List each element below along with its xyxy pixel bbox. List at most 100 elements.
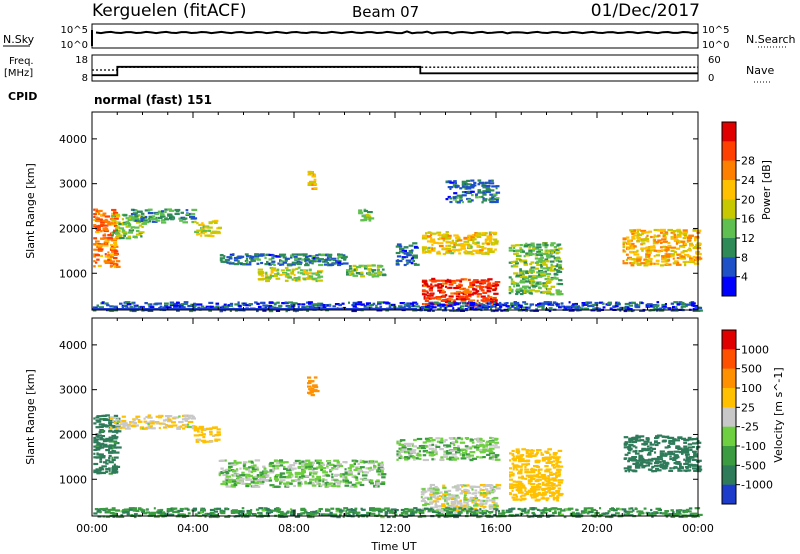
scatter-cell: [636, 256, 643, 259]
scatter-cell: [297, 257, 302, 260]
scatter-cell: [447, 180, 452, 183]
scatter-cell: [430, 285, 435, 288]
scatter-cell: [488, 499, 494, 502]
scatter-cell: [629, 262, 633, 265]
scatter-cell: [444, 285, 448, 288]
scatter-cell: [422, 251, 427, 254]
scatter-cell: [262, 465, 266, 468]
scatter-cell: [542, 244, 546, 247]
scatter-cell: [659, 465, 663, 468]
scatter-cell: [670, 231, 674, 234]
scatter-cell: [430, 287, 434, 290]
scatter-cell: [540, 494, 543, 497]
scatter-cell: [511, 496, 516, 499]
scatter-cell: [512, 468, 515, 471]
scatter-cell: [529, 452, 534, 455]
scatter-cell: [135, 415, 141, 418]
scatter-cell: [220, 510, 224, 513]
scatter-cell: [477, 499, 481, 502]
scatter-cell: [537, 476, 542, 479]
scatter-cell: [636, 235, 640, 238]
scatter-cell: [494, 242, 499, 245]
scatter-cell: [636, 234, 643, 237]
scatter-cell: [588, 301, 593, 304]
scatter-cell: [645, 464, 650, 467]
scatter-cell: [455, 284, 460, 287]
scatter-cell: [544, 456, 550, 459]
scatter-cell: [519, 247, 523, 250]
scatter-cell: [214, 426, 218, 429]
scatter-cell: [93, 452, 96, 455]
scatter-cell: [674, 306, 678, 309]
scatter-cell: [482, 450, 486, 453]
scatter-cell: [311, 272, 316, 275]
scatter-cell: [446, 452, 451, 455]
scatter-cell: [200, 431, 204, 434]
scatter-cell: [316, 509, 320, 512]
scatter-cell: [380, 265, 384, 268]
scatter-cell: [446, 286, 449, 290]
scatter-cell: [365, 213, 369, 217]
scatter-cell: [453, 234, 459, 237]
scatter-cell: [203, 441, 207, 444]
scatter-cell: [403, 252, 408, 255]
scatter-cell: [469, 485, 475, 488]
scatter-cell: [174, 208, 181, 212]
scatter-cell: [549, 456, 553, 459]
scatter-cell: [416, 452, 420, 455]
scatter-cell: [292, 302, 298, 305]
scatter-cell: [379, 301, 386, 304]
scatter-cell: [667, 259, 671, 262]
scatter-cell: [225, 475, 232, 478]
scatter-cell: [648, 230, 653, 233]
scatter-cell: [656, 436, 660, 439]
scatter-cell: [659, 450, 665, 453]
scatter-cell: [645, 253, 651, 256]
scatter-cell: [541, 491, 545, 495]
scatter-cell: [435, 452, 438, 455]
scatter-cell: [432, 500, 438, 503]
scatter-cell: [428, 451, 435, 454]
scatter-cell: [633, 253, 640, 256]
scatter-cell: [407, 445, 412, 448]
scatter-cell: [276, 478, 280, 481]
cpid-text: normal (fast) 151: [94, 93, 212, 107]
scatter-cell: [281, 302, 285, 305]
scatter-cell: [342, 254, 346, 257]
scatter-cell: [552, 460, 556, 463]
scatter-cell: [558, 283, 564, 286]
scatter-cell: [446, 300, 452, 303]
scatter-cell: [643, 442, 649, 445]
scatter-cell: [667, 228, 673, 232]
scatter-cell: [144, 217, 148, 220]
scatter-cell: [476, 295, 480, 298]
scatter-cell: [429, 483, 435, 487]
scatter-cell: [375, 460, 378, 463]
scatter-cell: [311, 481, 315, 484]
scatter-cell: [479, 282, 485, 285]
scatter-cell: [672, 257, 675, 260]
scatter-cell: [329, 463, 335, 466]
scatter-cell: [487, 253, 490, 256]
scatter-cell: [656, 442, 661, 445]
scatter-cell: [96, 435, 100, 438]
scatter-cell: [638, 450, 642, 453]
scatter-cell: [479, 251, 483, 254]
scatter-cell: [482, 190, 487, 193]
scatter-cell: [230, 484, 237, 487]
scatter-cell: [687, 443, 693, 446]
scatter-cell: [420, 446, 427, 450]
scatter-cell: [209, 433, 213, 436]
scatter-cell: [633, 260, 639, 263]
scatter-cell: [421, 280, 428, 283]
scatter-cell: [248, 478, 253, 481]
scatter-cell: [542, 283, 545, 286]
scatter-cell: [403, 302, 406, 306]
scatter-cell: [672, 458, 677, 461]
scatter-cell: [478, 302, 481, 305]
scatter-cell: [636, 259, 642, 262]
scatter-cell: [115, 232, 121, 235]
scatter-cell: [476, 232, 482, 235]
scatter-cell: [692, 255, 695, 259]
scatter-cell: [422, 441, 427, 444]
